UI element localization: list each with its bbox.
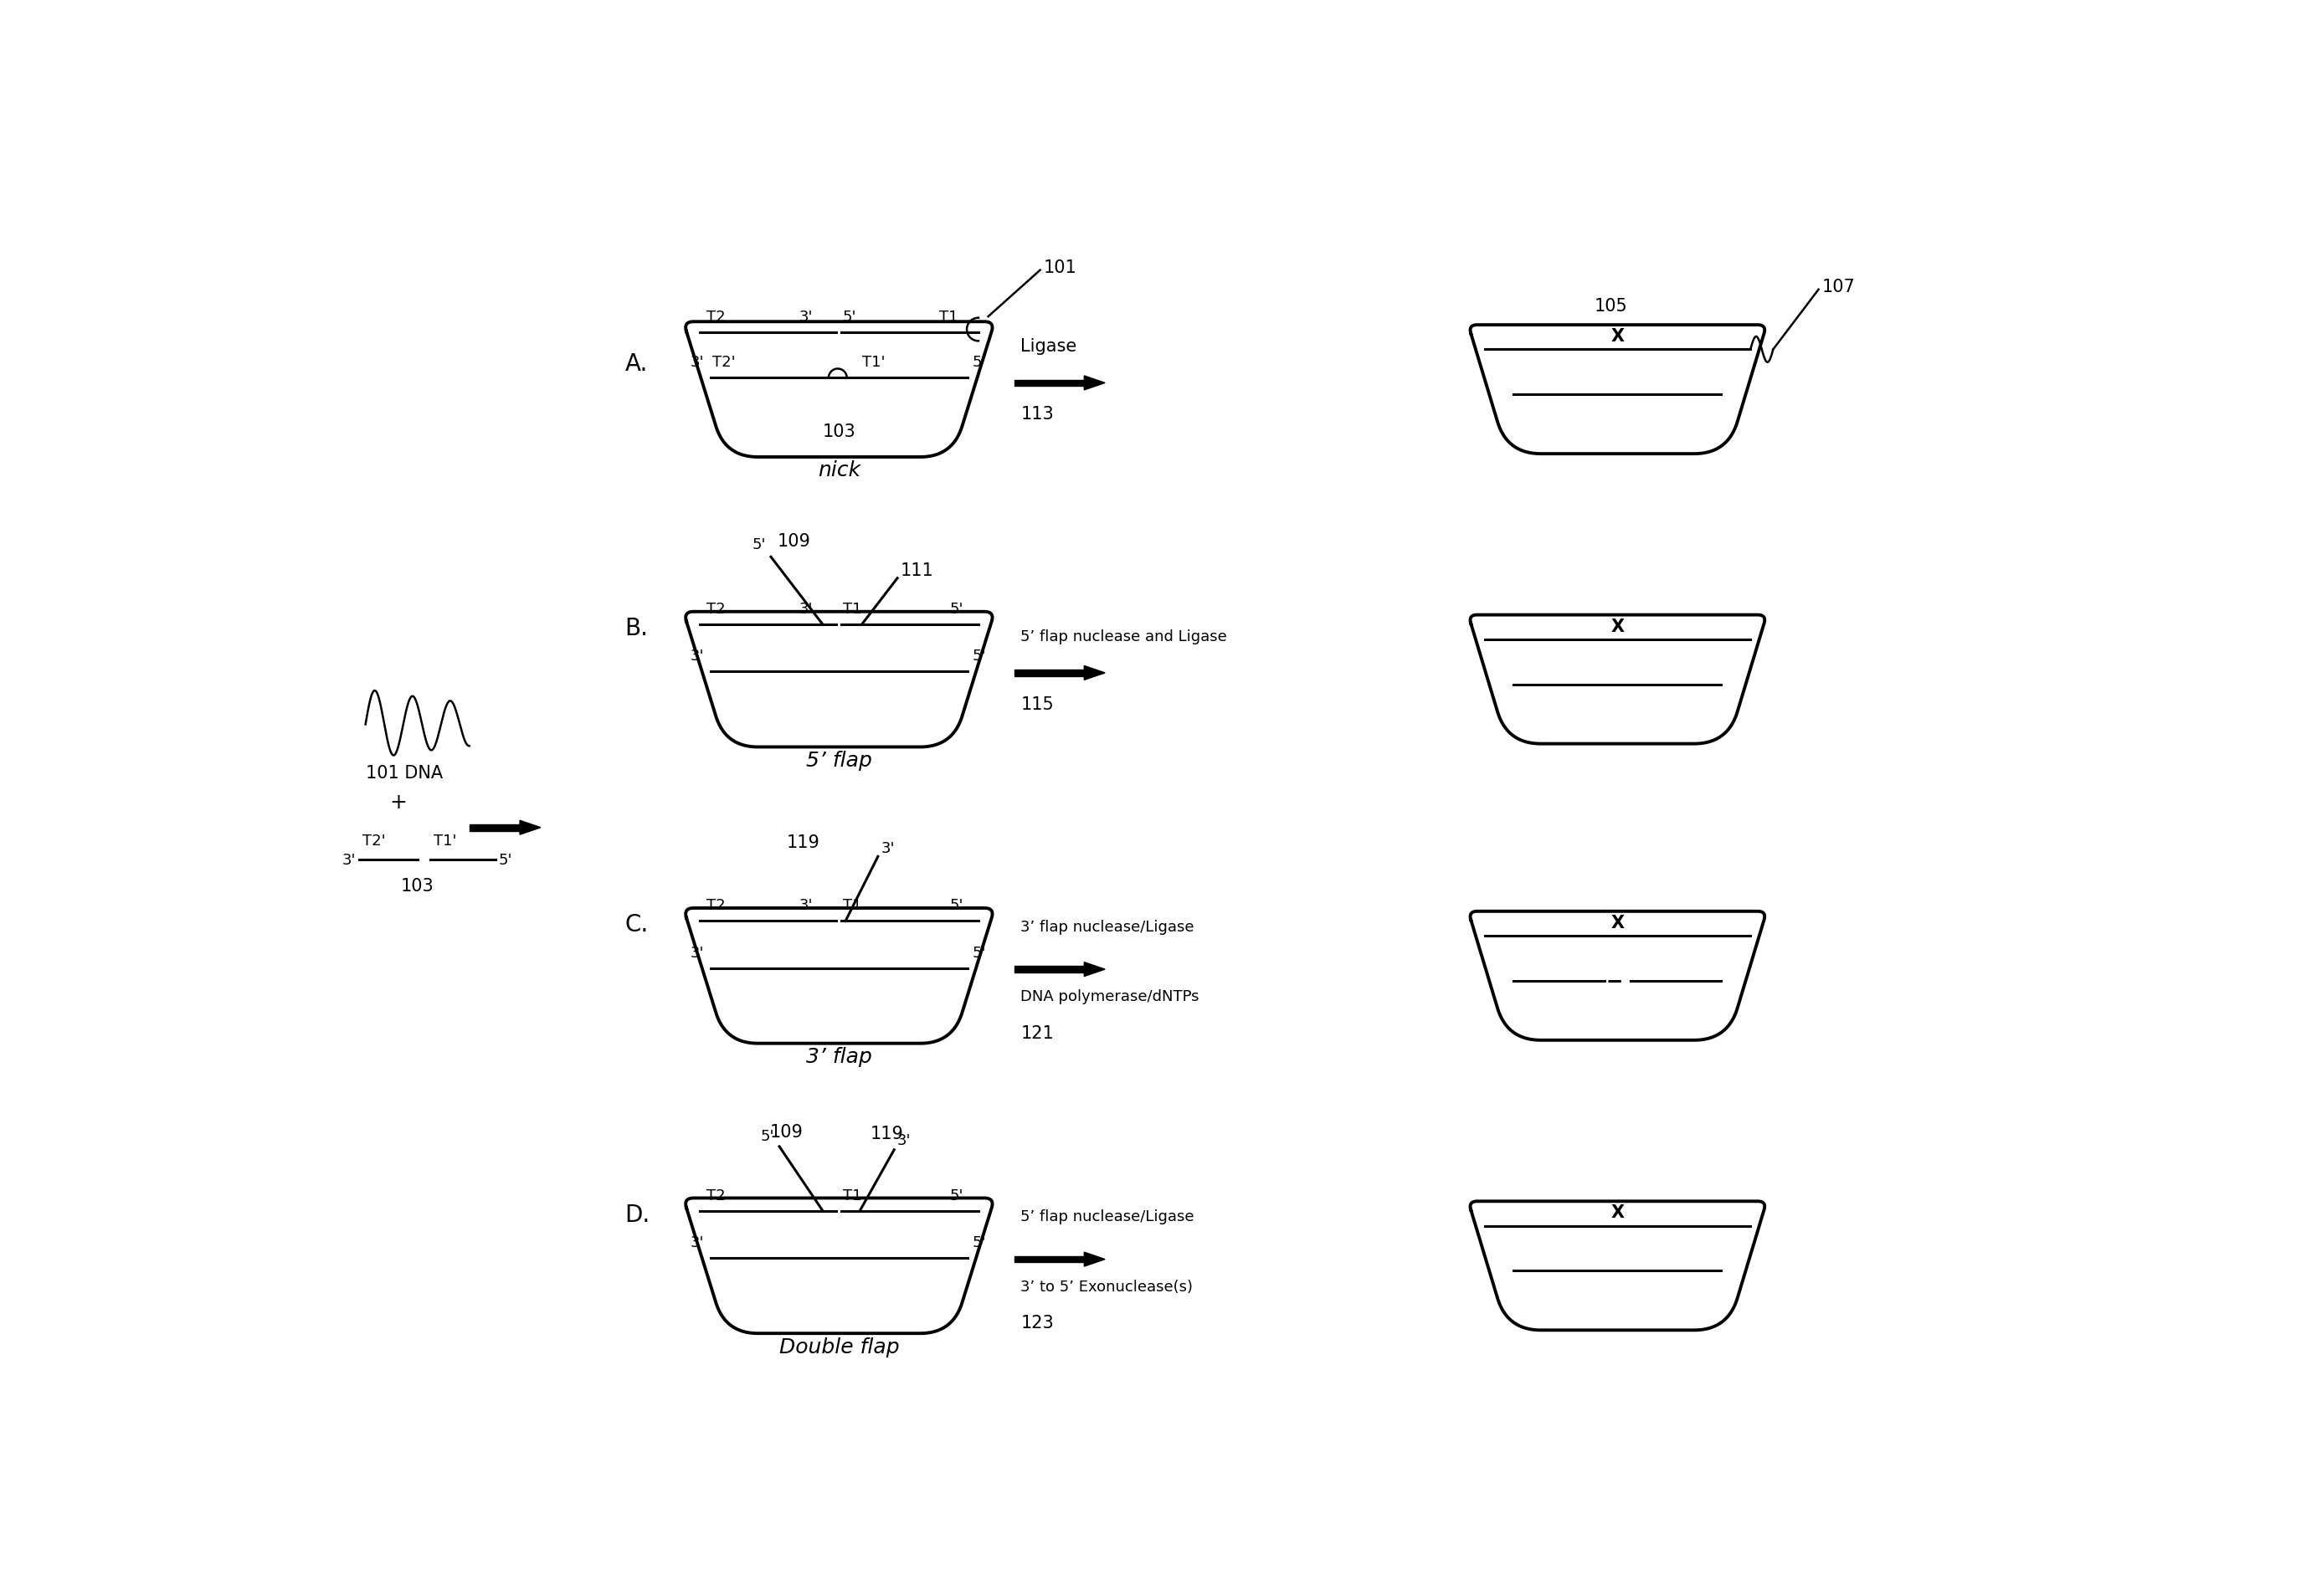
Text: 103: 103 <box>821 423 856 440</box>
Text: T1: T1 <box>939 310 960 326</box>
Text: 101 DNA: 101 DNA <box>366 764 442 782</box>
Text: 5': 5' <box>971 945 985 959</box>
Text: T1': T1' <box>861 354 886 370</box>
Text: 119: 119 <box>870 1125 904 1141</box>
Text: 3’ flap: 3’ flap <box>805 1047 872 1066</box>
Text: 109: 109 <box>771 1124 803 1140</box>
Text: T2: T2 <box>706 1187 725 1203</box>
Text: 5': 5' <box>971 648 985 664</box>
Text: 115: 115 <box>1022 696 1054 712</box>
Text: 3': 3' <box>690 354 704 370</box>
Polygon shape <box>1015 670 1084 677</box>
Text: 5': 5' <box>971 354 985 370</box>
Text: 123: 123 <box>1022 1314 1054 1331</box>
Text: T2: T2 <box>706 602 725 616</box>
Text: 5': 5' <box>971 1235 985 1250</box>
Text: T2: T2 <box>706 310 725 326</box>
Polygon shape <box>1084 962 1104 977</box>
Polygon shape <box>1015 1256 1084 1262</box>
Text: 5’ flap nuclease/Ligase: 5’ flap nuclease/Ligase <box>1022 1208 1194 1224</box>
Text: X: X <box>1611 1203 1625 1221</box>
Polygon shape <box>1015 966 1084 974</box>
Text: Double flap: Double flap <box>780 1336 900 1357</box>
Text: X: X <box>1611 915 1625 930</box>
Text: X: X <box>1611 329 1625 345</box>
Text: 5': 5' <box>842 310 856 326</box>
Text: 3': 3' <box>798 899 812 913</box>
Text: 101: 101 <box>1042 259 1077 276</box>
Text: 3': 3' <box>343 852 357 868</box>
Text: C.: C. <box>626 913 649 937</box>
Polygon shape <box>1084 377 1104 391</box>
Text: B.: B. <box>626 616 649 640</box>
Text: 5': 5' <box>752 538 766 552</box>
Text: 5': 5' <box>950 899 964 913</box>
Text: T1: T1 <box>842 899 863 913</box>
Text: X: X <box>1611 618 1625 635</box>
Polygon shape <box>1015 380 1084 386</box>
Polygon shape <box>1084 1253 1104 1267</box>
Text: 5': 5' <box>759 1128 773 1143</box>
Text: 3': 3' <box>881 841 895 855</box>
Text: 5': 5' <box>499 852 513 868</box>
Text: T1: T1 <box>842 1187 863 1203</box>
Text: 3': 3' <box>798 602 812 616</box>
Text: nick: nick <box>817 460 861 480</box>
Text: T1': T1' <box>433 833 456 849</box>
Text: 107: 107 <box>1822 278 1855 295</box>
Text: 3': 3' <box>897 1133 911 1148</box>
Text: 3’ to 5’ Exonuclease(s): 3’ to 5’ Exonuclease(s) <box>1022 1278 1194 1294</box>
Text: A.: A. <box>626 353 649 375</box>
Text: Ligase: Ligase <box>1022 338 1077 354</box>
Text: T2: T2 <box>706 899 725 913</box>
Text: 109: 109 <box>778 533 810 549</box>
Text: 5': 5' <box>950 602 964 616</box>
Text: T2': T2' <box>361 833 384 849</box>
Text: T1: T1 <box>842 602 863 616</box>
Text: T2': T2' <box>713 354 736 370</box>
Text: 113: 113 <box>1022 405 1054 423</box>
Text: 3': 3' <box>690 648 704 664</box>
Text: 5': 5' <box>950 1187 964 1203</box>
Text: 3': 3' <box>690 1235 704 1250</box>
Text: 3': 3' <box>690 945 704 959</box>
Text: 105: 105 <box>1595 298 1627 314</box>
Polygon shape <box>520 820 541 835</box>
Text: DNA polymerase/dNTPs: DNA polymerase/dNTPs <box>1022 990 1199 1004</box>
Text: 5’ flap: 5’ flap <box>805 750 872 771</box>
Text: 5’ flap nuclease and Ligase: 5’ flap nuclease and Ligase <box>1022 629 1226 645</box>
Text: +: + <box>389 792 407 812</box>
Text: 119: 119 <box>787 833 819 851</box>
Text: 3': 3' <box>798 310 812 326</box>
Text: 103: 103 <box>400 878 435 894</box>
Text: 111: 111 <box>900 562 934 579</box>
Text: D.: D. <box>626 1203 651 1226</box>
Polygon shape <box>1084 666 1104 680</box>
Text: 3’ flap nuclease/Ligase: 3’ flap nuclease/Ligase <box>1022 919 1194 934</box>
Text: 121: 121 <box>1022 1025 1054 1041</box>
Polygon shape <box>469 825 520 832</box>
